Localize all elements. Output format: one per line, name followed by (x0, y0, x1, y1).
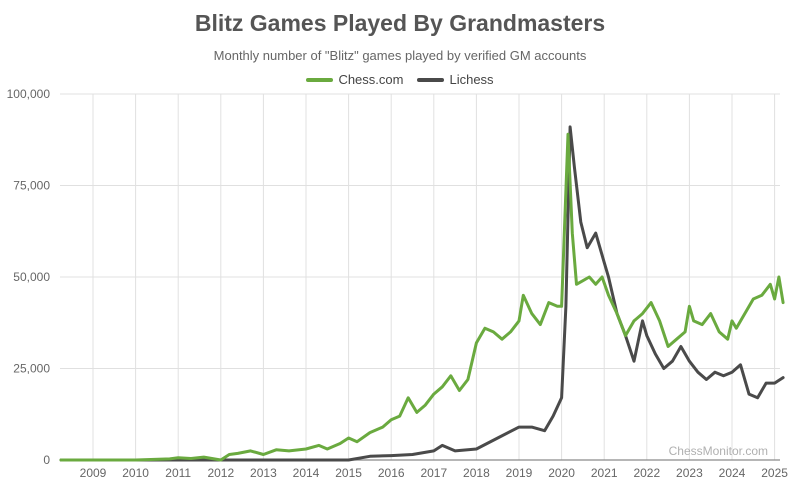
y-tick-label: 50,000 (13, 270, 50, 284)
legend-label-chesscom: Chess.com (338, 72, 404, 87)
legend-swatch-chesscom-icon (306, 77, 334, 82)
chart-title: Blitz Games Played By Grandmasters (194, 10, 606, 36)
x-tick-label: 2015 (335, 466, 362, 480)
x-tick-label: 2011 (165, 466, 191, 480)
x-tick-label: 2019 (506, 466, 533, 480)
series-line-lichess[interactable] (59, 125, 785, 462)
x-tick-label: 2020 (548, 466, 575, 480)
x-tick-label: 2017 (420, 466, 447, 480)
y-tick-label: 75,000 (13, 179, 50, 193)
y-axis-ticks: 0 25,000 50,000 75,000 100,000 (7, 87, 51, 467)
x-tick-label: 2021 (591, 466, 618, 480)
x-tick-label: 2025 (761, 466, 788, 480)
legend-item-lichess[interactable]: Lichess (417, 72, 494, 87)
legend-swatch-lichess-icon (417, 77, 445, 82)
watermark: ChessMonitor.com (669, 444, 768, 458)
y-tick-label: 100,000 (7, 87, 51, 101)
chart-legend: Chess.com Lichess (0, 72, 800, 87)
x-tick-label: 2012 (207, 466, 234, 480)
grid-lines (60, 93, 780, 460)
x-tick-label: 2016 (378, 466, 405, 480)
legend-label-lichess: Lichess (449, 72, 494, 87)
chart-subtitle: Monthly number of "Blitz" games played b… (213, 48, 587, 63)
y-tick-label: 0 (43, 453, 50, 467)
x-tick-label: 2010 (122, 466, 149, 480)
x-axis-ticks: 2009 2010 2011 2012 2013 2014 2015 2016 2017 2018… (80, 466, 789, 480)
x-tick-label: 2009 (80, 466, 107, 480)
legend-item-chesscom[interactable]: Chess.com (306, 72, 403, 87)
series-line-chesscom[interactable] (59, 132, 785, 462)
series-lines (59, 125, 785, 462)
x-tick-label: 2018 (463, 466, 490, 480)
x-tick-label: 2022 (633, 466, 660, 480)
x-tick-label: 2023 (676, 466, 703, 480)
x-tick-label: 2024 (719, 466, 746, 480)
x-tick-label: 2013 (250, 466, 277, 480)
x-tick-label: 2014 (293, 466, 320, 480)
y-tick-label: 25,000 (13, 362, 50, 376)
